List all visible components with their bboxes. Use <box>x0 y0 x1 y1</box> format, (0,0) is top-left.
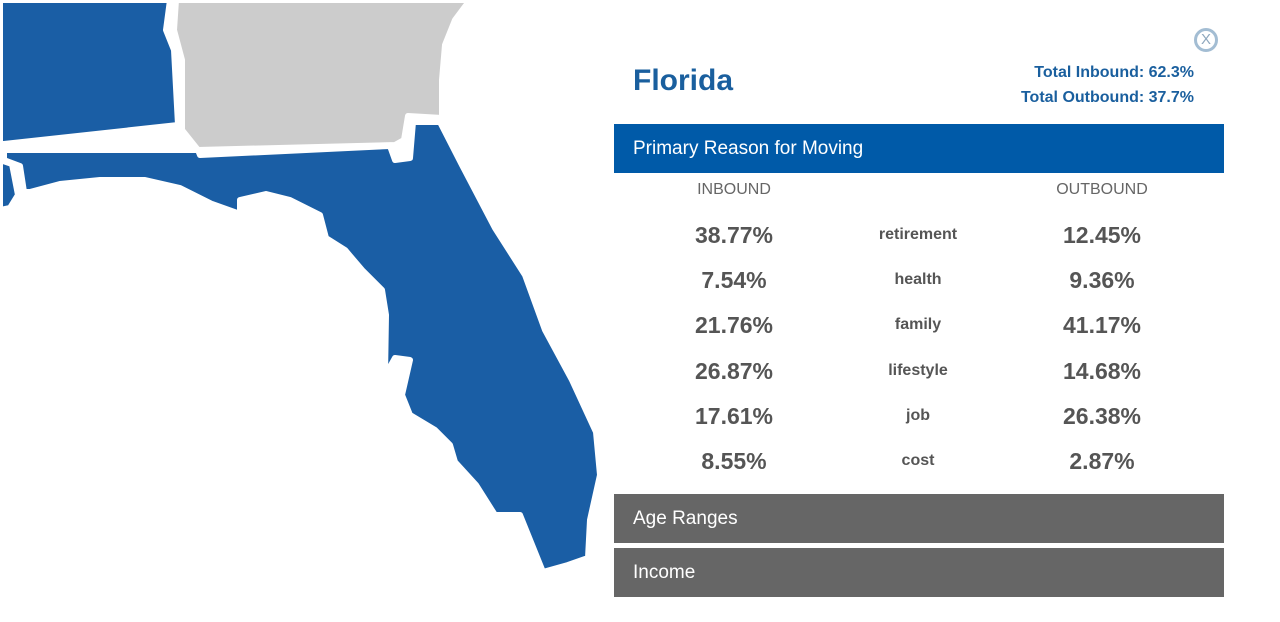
inbound-value: 7.54% <box>701 267 767 294</box>
state-detail-panel: X Florida Total Inbound: 62.3% Total Out… <box>614 0 1224 622</box>
inbound-value: 38.77% <box>694 222 773 248</box>
close-icon[interactable]: X <box>1194 28 1218 52</box>
totals-summary: Total Inbound: 62.3% Total Outbound: 37.… <box>1021 60 1194 110</box>
reason-label: cost <box>901 451 935 469</box>
reason-row-retirement: 38.77% retirement 12.45% <box>614 214 1224 259</box>
outbound-value: 14.68% <box>1062 357 1141 384</box>
section-income[interactable]: Income <box>614 548 1224 597</box>
reason-label: retirement <box>878 226 958 243</box>
inbound-value: 8.55% <box>701 447 767 474</box>
reason-row-cost: 8.55% cost 2.87% <box>614 440 1224 485</box>
reason-label: lifestyle <box>888 361 948 379</box>
reasons-table: 38.77% retirement 12.45% 7.54% health 9.… <box>614 214 1224 485</box>
state-map <box>0 0 603 575</box>
reason-row-health: 7.54% health 9.36% <box>614 259 1224 304</box>
outbound-value: 9.36% <box>1069 267 1135 294</box>
inbound-value: 26.87% <box>694 357 773 384</box>
inbound-value: 21.76% <box>694 312 773 339</box>
reason-row-lifestyle: 26.87% lifestyle 14.68% <box>614 350 1224 395</box>
outbound-value: 26.38% <box>1062 402 1141 429</box>
outbound-value: 2.87% <box>1069 447 1135 474</box>
section-primary-reason[interactable]: Primary Reason for Moving <box>614 124 1224 173</box>
inbound-value: 17.61% <box>694 402 773 429</box>
reason-row-family: 21.76% family 41.17% <box>614 304 1224 349</box>
map-state-mississippi[interactable] <box>0 157 21 213</box>
reason-label: health <box>894 271 942 289</box>
reason-label: job <box>906 406 930 424</box>
map-state-alabama[interactable] <box>0 0 181 147</box>
reason-row-job: 17.61% job 26.38% <box>614 395 1224 440</box>
column-header-outbound: OUTBOUND <box>1056 181 1148 198</box>
section-age-ranges[interactable]: Age Ranges <box>614 494 1224 543</box>
outbound-value: 12.45% <box>1062 222 1141 248</box>
column-header-inbound: INBOUND <box>697 181 771 198</box>
total-inbound: Total Inbound: 62.3% <box>1034 64 1194 81</box>
map-state-georgia[interactable] <box>171 0 473 153</box>
outbound-value: 41.17% <box>1062 312 1141 339</box>
total-outbound: Total Outbound: 37.7% <box>1020 89 1194 106</box>
state-title: Florida <box>633 64 734 97</box>
map-state-florida[interactable] <box>1 119 603 575</box>
reason-label: family <box>894 316 942 334</box>
